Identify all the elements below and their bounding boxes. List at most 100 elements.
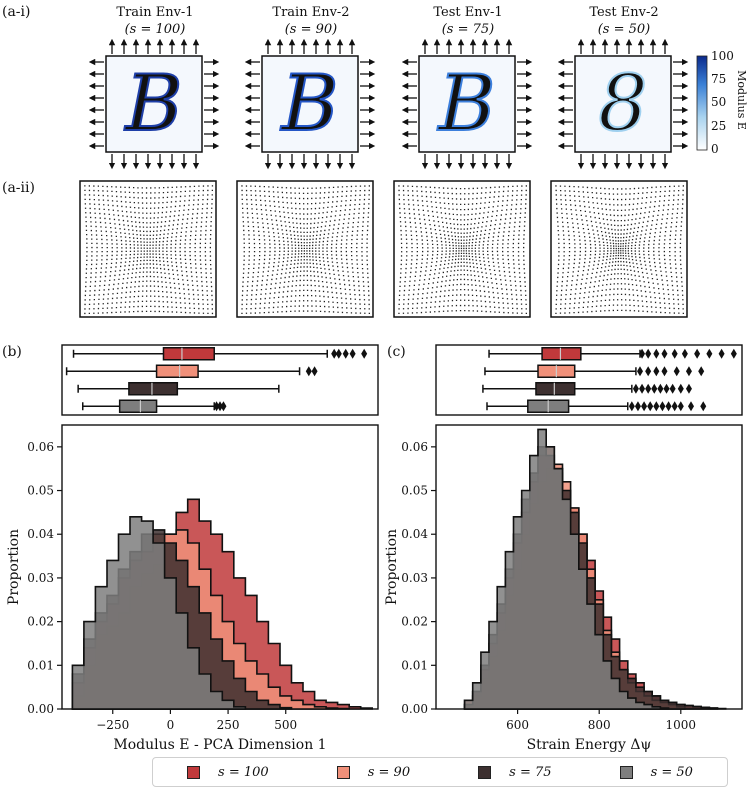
y-tick-label: 0.02	[401, 615, 428, 629]
digit-tile: 8	[557, 38, 689, 170]
box-iqr	[155, 364, 199, 378]
colorbar-tick-25: 25	[711, 119, 726, 133]
outlier	[647, 401, 654, 412]
y-tick-label: 0.05	[27, 484, 54, 498]
y-tick-label: 0.06	[27, 440, 54, 454]
y-tick-label: 0.00	[401, 702, 428, 716]
boxplot	[486, 399, 707, 413]
outlier	[639, 348, 646, 359]
histograms-b	[71, 498, 373, 710]
grid-frame	[79, 180, 217, 318]
outlier	[681, 348, 688, 359]
outlier	[639, 383, 646, 394]
digit-tile: B	[88, 38, 220, 170]
outlier	[349, 348, 356, 359]
colorbar-label: Modulus E	[735, 70, 747, 130]
outlier	[659, 401, 666, 412]
figure: (a-i) (a-ii) (b) (c) Train Env-1 (s = 10…	[2, 4, 747, 753]
histogram-series	[71, 516, 247, 710]
x-tick-label: 800	[588, 718, 611, 732]
x-tick-label: 600	[506, 718, 529, 732]
colorbar: 100 75 50 25 0 Modulus E	[696, 49, 747, 156]
outlier	[331, 348, 338, 359]
legend-swatch-s50	[619, 765, 633, 779]
x-tick-label: 1000	[666, 718, 697, 732]
colorbar-tick-50: 50	[711, 95, 726, 109]
env-title-1: Train Env-1	[116, 5, 193, 20]
env-s-label-1: (s = 100)	[125, 22, 186, 37]
boxplots-c	[482, 347, 737, 413]
legend-swatch-s90	[336, 765, 350, 779]
y-tick-label: 0.05	[401, 484, 428, 498]
deformation-grid	[236, 180, 374, 318]
env-title-3: Test Env-1	[433, 5, 502, 20]
y-tick-label: 0.01	[401, 658, 428, 672]
y-tick-label: 0.00	[27, 702, 54, 716]
legend-item: s = 75	[478, 764, 552, 780]
env-title-2: Train Env-2	[272, 5, 349, 20]
legend-label-s50: s = 50	[650, 764, 693, 780]
outlier	[665, 401, 672, 412]
x-axis-label-b: Modulus E - PCA Dimension 1	[113, 737, 326, 753]
outlier	[685, 383, 692, 394]
panel-label-b: (b)	[2, 344, 22, 360]
deformation-grids	[79, 180, 688, 318]
deformation-grid	[79, 180, 217, 318]
box-iqr	[118, 399, 158, 413]
outlier	[663, 383, 670, 394]
legend-label-s75: s = 75	[509, 764, 552, 780]
outlier	[305, 366, 312, 377]
legend-item: s = 50	[619, 764, 693, 780]
box-iqr	[535, 382, 576, 396]
outlier	[730, 348, 737, 359]
outlier	[645, 366, 652, 377]
outlier	[361, 348, 368, 359]
outlier	[641, 401, 648, 412]
legend-item: s = 90	[336, 765, 410, 780]
outlier	[342, 348, 349, 359]
env-title-4: Test Env-2	[589, 5, 658, 20]
histograms-c	[463, 428, 727, 710]
env-s-label-3: (s = 75)	[442, 22, 495, 37]
boxplot	[77, 382, 280, 396]
y-tick-label: 0.03	[401, 571, 428, 585]
y-axis-label-c: Proportion	[384, 529, 400, 605]
outlier	[645, 383, 652, 394]
legend-item: s = 100	[187, 765, 269, 780]
environment-titles: Train Env-1 (s = 100) Train Env-2 (s = 9…	[116, 5, 658, 37]
outlier	[669, 383, 676, 394]
tile-frame	[261, 55, 359, 153]
outlier	[718, 348, 725, 359]
outlier	[700, 401, 707, 412]
digit-tiles: B B B 8	[88, 38, 689, 170]
outlier	[632, 383, 639, 394]
panel-label-a-i: (a-i)	[2, 4, 30, 20]
boxplot	[72, 347, 368, 361]
legend-label-s100: s = 100	[218, 764, 269, 780]
digit-tile: B	[244, 38, 376, 170]
outlier	[685, 366, 692, 377]
y-axis-label-b: Proportion	[6, 529, 22, 605]
outlier	[694, 348, 701, 359]
axes-b: −250 0 250 500 0.00 0.01 0.02 0.03 0.04 0.05 0.06	[27, 440, 297, 732]
x-tick-label: 250	[217, 718, 240, 732]
outlier	[653, 366, 660, 377]
outlier	[628, 401, 635, 412]
axes-c: 600 800 1000 0.00 0.01 0.02 0.03 0.04 0.05 0.06	[401, 440, 696, 732]
colorbar-tick-100: 100	[711, 49, 734, 63]
boxplot	[488, 347, 737, 361]
box-iqr	[541, 347, 582, 361]
digit-tile: B	[401, 38, 533, 170]
outlier	[220, 401, 227, 412]
y-tick-label: 0.06	[401, 440, 428, 454]
deformation-grid	[550, 180, 688, 318]
tile-frame	[574, 55, 672, 153]
outlier	[671, 401, 678, 412]
outlier	[688, 401, 694, 412]
panel-label-c: (c)	[387, 344, 406, 360]
outlier	[217, 401, 223, 412]
digit-glyph: 8	[598, 59, 648, 149]
boxplots-b	[65, 347, 368, 413]
x-tick-label: 500	[274, 718, 297, 732]
y-tick-label: 0.01	[27, 658, 54, 672]
